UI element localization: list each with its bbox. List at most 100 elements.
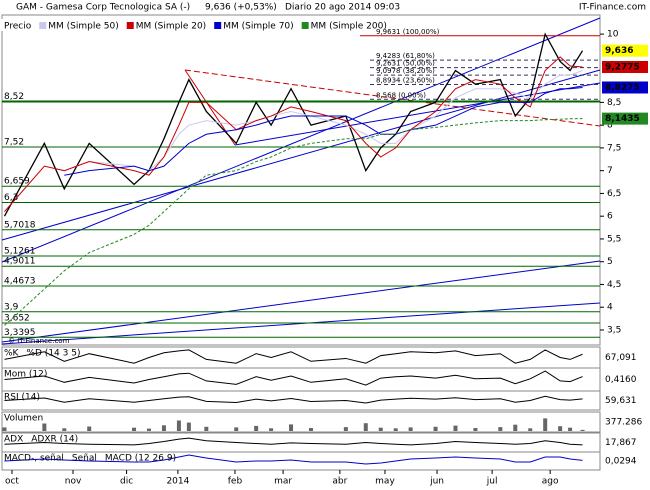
series-line	[64, 86, 583, 176]
level-label: 6,3	[4, 193, 18, 203]
indicator-line	[4, 395, 583, 404]
x-tick-label: 2014	[166, 477, 189, 487]
trend-line	[1, 260, 601, 343]
volume-bar	[378, 427, 383, 431]
quote: 9,636 (+0,53%)	[205, 3, 277, 13]
indicator-label: RSI (14)	[4, 393, 40, 403]
volume-bar	[87, 426, 92, 431]
trend-line	[1, 69, 601, 241]
price-tag-label: 9,2775	[605, 63, 640, 73]
legend-swatch	[301, 22, 309, 29]
y-tick-label: 5	[607, 257, 613, 267]
volume-bar	[343, 427, 348, 431]
indicator-label: MACD (12 26 9)	[105, 454, 176, 464]
legend: Precio MM (Simple 50) MM (Simple 20) MM (Si…	[0, 19, 387, 32]
fib-label: 9,4283 (61,80%)	[376, 52, 435, 60]
indicator-line	[4, 437, 583, 446]
volume-bar	[308, 428, 313, 431]
indicator-panel	[1, 411, 601, 433]
y-tick-label: 7,5	[607, 143, 621, 153]
volume-bar	[132, 427, 137, 431]
indicator-label: %D (14 3 5)	[26, 349, 80, 359]
indicator-label: %K	[4, 349, 20, 359]
volume-bar	[580, 429, 585, 431]
level-label: 3,9	[4, 302, 19, 312]
x-tick-label: may	[375, 477, 395, 487]
y-tick-label: 6,5	[607, 189, 621, 199]
volume-bar	[433, 426, 438, 431]
volume-bar	[147, 428, 152, 431]
series-line	[4, 118, 583, 326]
price-tag-label: 8,8275	[605, 83, 640, 93]
volume-bar	[558, 426, 563, 431]
indicator-value: 0,4160	[605, 375, 637, 385]
volume-bar	[408, 427, 413, 431]
legend-label: MM (Simple 20)	[136, 22, 206, 32]
main-panel	[1, 14, 601, 346]
trend-line	[184, 69, 601, 127]
watermark: © IT-Finance.com	[8, 337, 70, 345]
x-tick-label: abr	[332, 477, 347, 487]
x-tick-label: jul	[486, 477, 498, 487]
indicator-label: Señal	[72, 454, 97, 464]
volume-bar	[62, 428, 67, 431]
y-tick-label: 6	[607, 212, 613, 222]
x-tick-label: ago	[542, 477, 559, 487]
fib-label: 9,2631 (50,00%)	[376, 60, 435, 68]
volume-bar	[498, 427, 503, 431]
indicator-value: 377.286	[605, 418, 642, 428]
level-label: 5,1261	[4, 246, 36, 256]
level-label: 7,52	[4, 138, 24, 148]
level-label: 3,3395	[4, 328, 36, 338]
indicator-line	[4, 349, 583, 364]
volume-bar	[528, 428, 533, 431]
y-tick-label: 10	[607, 30, 619, 40]
series-line	[64, 70, 583, 172]
volume-bar	[453, 425, 458, 431]
indicator-value: 0,0294	[605, 457, 637, 467]
legend-bg	[0, 19, 330, 31]
volume-bar	[568, 427, 573, 431]
fib-label: 9,9631 (100,00%)	[376, 28, 440, 36]
y-tick-label: 7	[607, 166, 613, 176]
level-label: 8,52	[4, 92, 24, 102]
volume-bar	[2, 427, 7, 431]
legend-label: MM (Simple 70)	[223, 22, 293, 32]
y-tick-label: 8	[607, 121, 613, 131]
volume-bar	[543, 418, 548, 431]
volume-bar	[513, 424, 518, 431]
y-tick-label: 4,5	[607, 280, 621, 290]
indicator-panel	[1, 346, 601, 369]
fib-label: 9,0978 (38,20%)	[376, 67, 435, 75]
volume-bar	[289, 424, 294, 431]
level-label: 4,9011	[4, 257, 36, 267]
price-tag	[602, 44, 648, 57]
y-tick-label: 4	[607, 303, 613, 313]
indicator-label: ADX	[4, 435, 23, 445]
x-tick-label: jun	[429, 477, 444, 487]
indicator-label: Mom (12)	[4, 370, 47, 380]
level-label: 3,652	[4, 314, 30, 324]
volume-bar	[186, 422, 191, 431]
y-tick-label: 5,5	[607, 234, 621, 244]
price-tag-label: 8,1435	[605, 114, 640, 124]
price-tag	[602, 112, 648, 125]
volume-bar	[234, 427, 239, 431]
fib-label: 8,8934 (23,60%)	[376, 76, 435, 84]
chart-title: GAM - Gamesa Corp Tecnologica SA (-)	[16, 3, 190, 13]
level-label: 4,4673	[4, 276, 36, 286]
volume-bar	[42, 423, 47, 431]
y-tick-label: 8,5	[607, 98, 621, 108]
indicator-panel	[1, 432, 601, 453]
legend-swatch	[126, 22, 134, 29]
indicator-line	[4, 370, 583, 386]
volume-bar	[393, 428, 398, 431]
level-label: 6,659	[4, 177, 30, 187]
indicator-value: 59,631	[605, 396, 637, 406]
period: Diario 20 ago 2014 09:03	[285, 3, 400, 13]
legend-label: MM (Simple 200)	[311, 22, 387, 32]
source: IT-Finance.com	[579, 3, 646, 13]
price-tag	[602, 61, 648, 74]
legend-swatch	[214, 22, 222, 29]
